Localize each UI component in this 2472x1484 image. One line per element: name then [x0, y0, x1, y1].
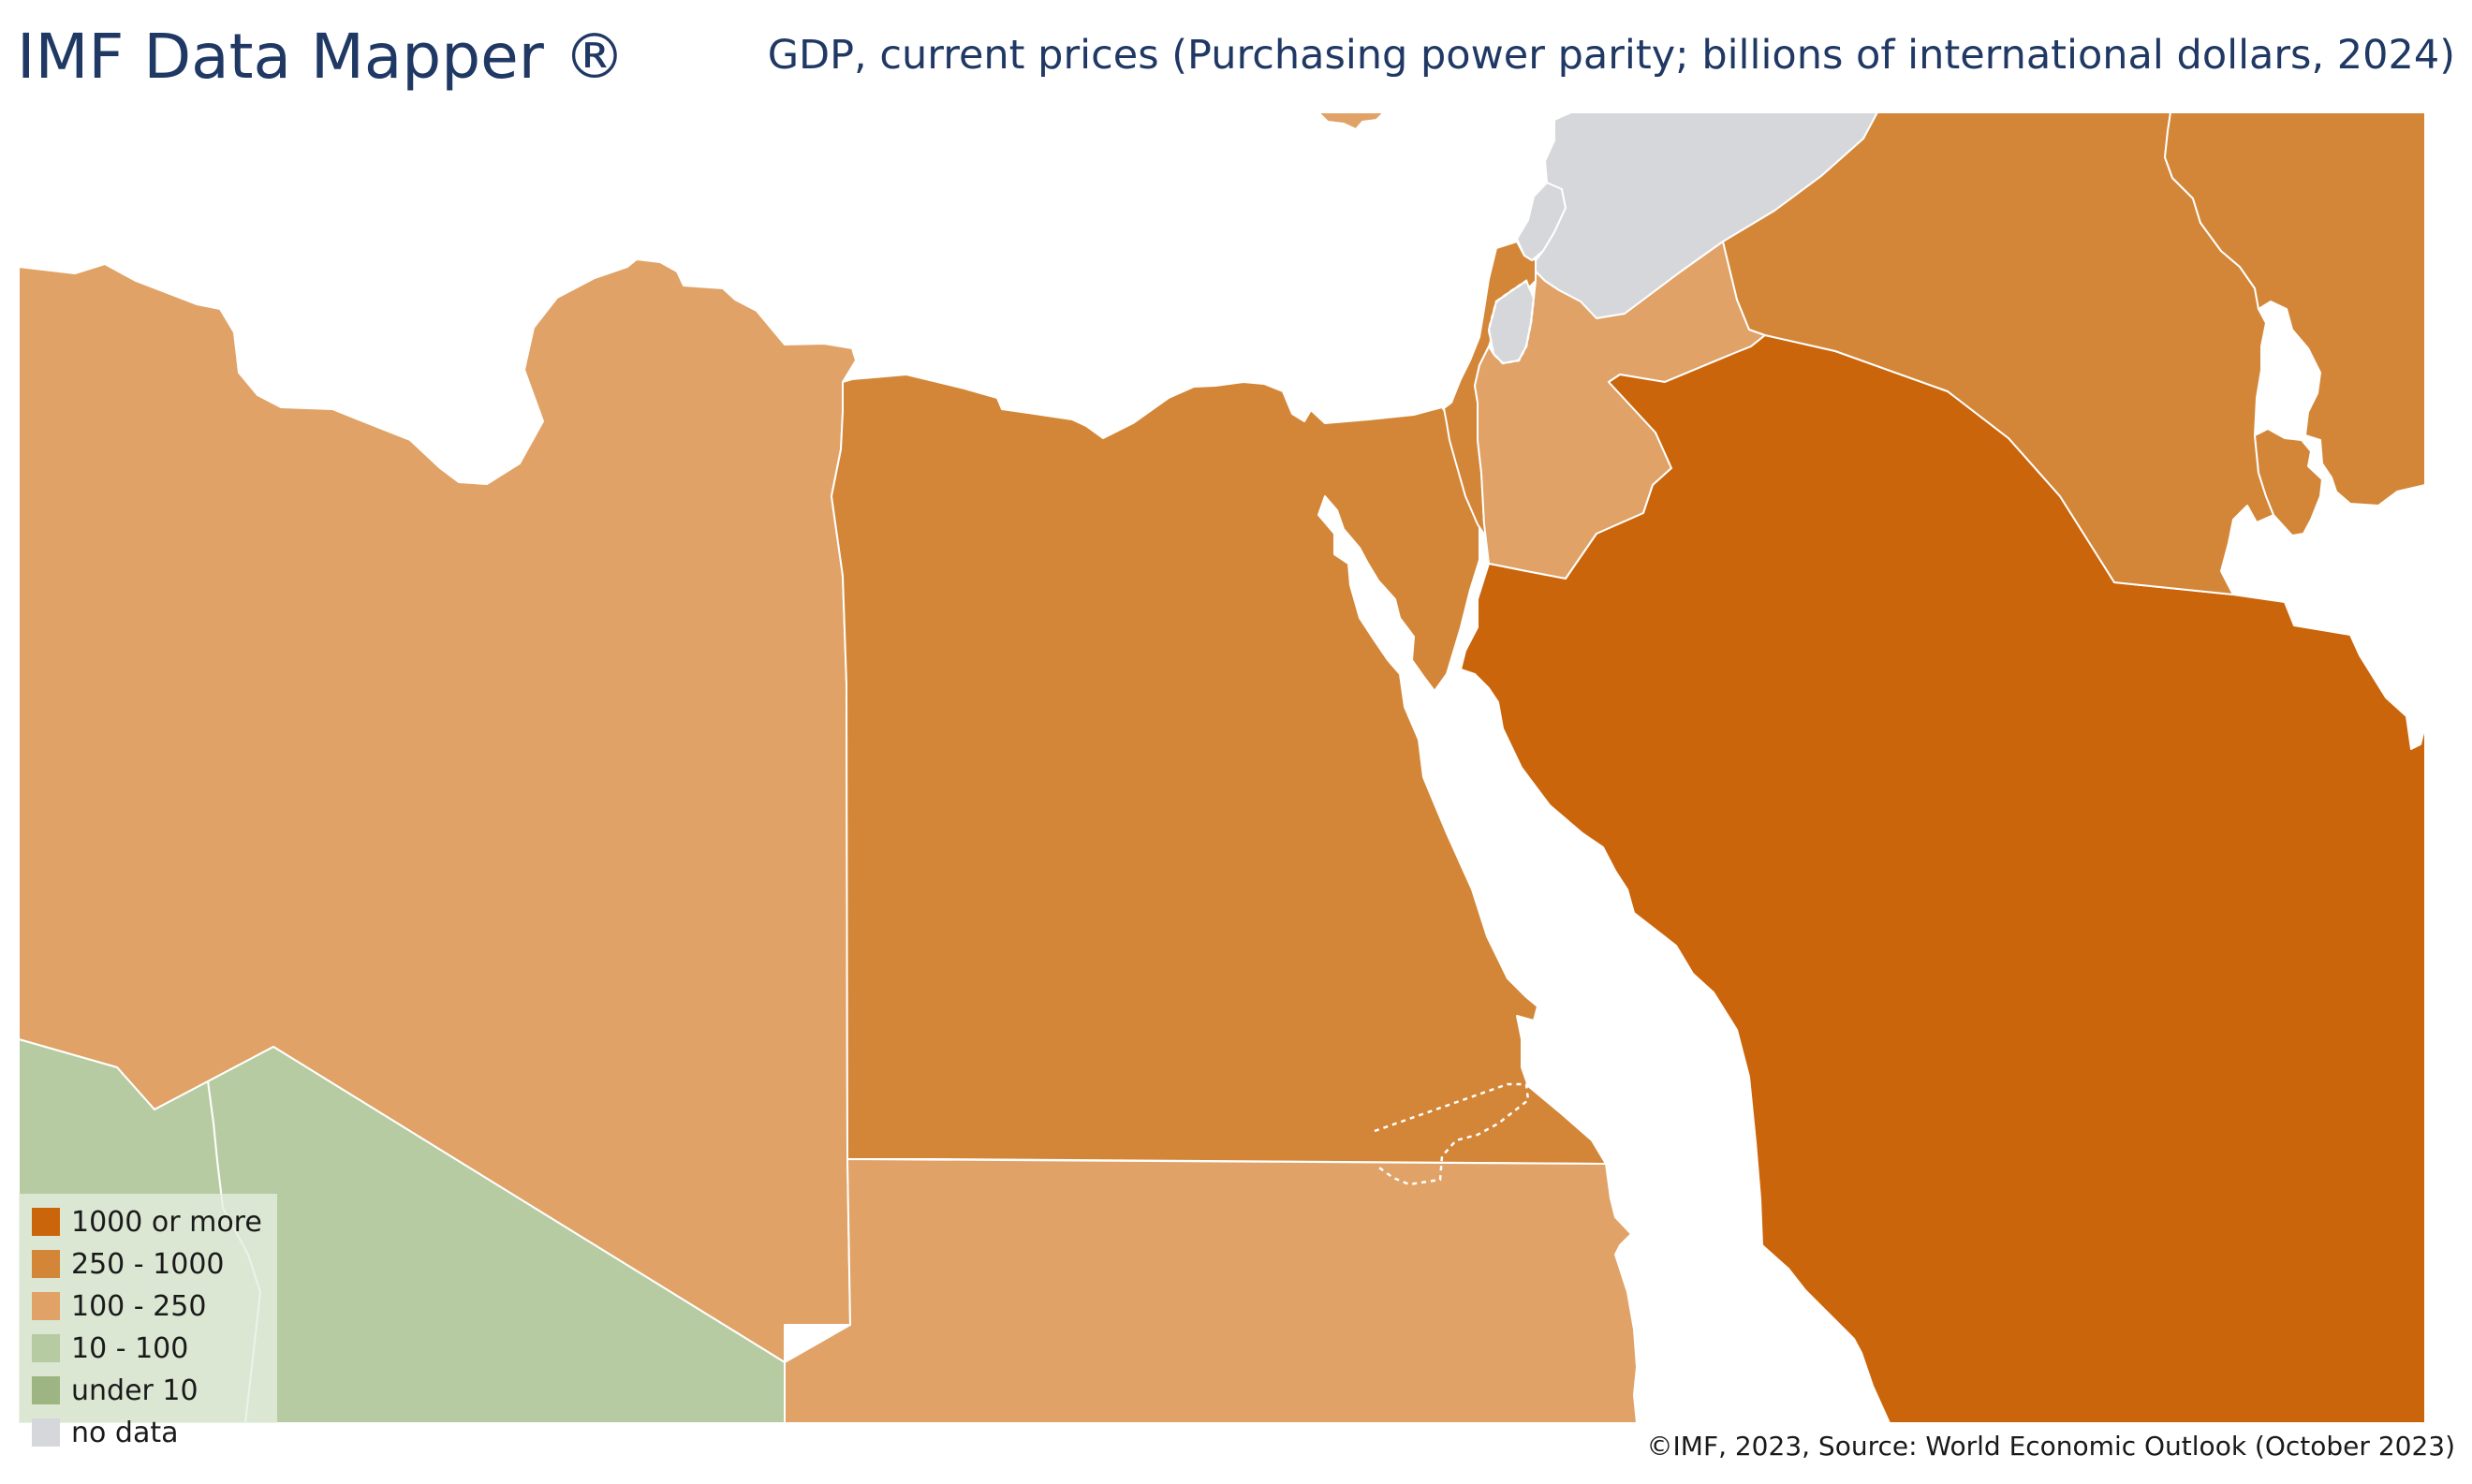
legend-item[interactable]: no data [32, 1412, 178, 1453]
legend-item[interactable]: 1000 or more [32, 1201, 262, 1242]
legend-item[interactable]: 10 - 100 [32, 1328, 188, 1369]
page-title: IMF Data Mapper ® [17, 21, 625, 93]
legend-label: 250 - 1000 [71, 1247, 225, 1281]
indicator-subtitle[interactable]: GDP, current prices (Purchasing power pa… [767, 32, 2455, 79]
legend: 1000 or more 250 - 1000 100 - 250 10 - 1… [19, 1194, 277, 1449]
legend-item[interactable]: 250 - 1000 [32, 1243, 225, 1285]
legend-label: 10 - 100 [71, 1331, 189, 1365]
source-credit: ©IMF, 2023, Source: World Economic Outlo… [1646, 1431, 2455, 1462]
region-iran[interactable] [2164, 111, 2426, 507]
disputed-boundary-west-bank [1487, 279, 1536, 365]
legend-label: under 10 [71, 1374, 199, 1407]
legend-swatch [32, 1418, 60, 1447]
legend-label: 100 - 250 [71, 1289, 207, 1323]
legend-item[interactable]: 100 - 250 [32, 1286, 206, 1327]
region-egypt[interactable] [831, 374, 1607, 1165]
legend-swatch [32, 1208, 60, 1236]
legend-swatch [32, 1292, 60, 1320]
legend-label: 1000 or more [71, 1205, 262, 1239]
legend-swatch [32, 1334, 60, 1362]
legend-label: no data [71, 1416, 179, 1449]
region-cyprus[interactable] [1317, 111, 1385, 130]
legend-swatch [32, 1376, 60, 1404]
region-kuwait[interactable] [2254, 428, 2323, 536]
legend-swatch [32, 1250, 60, 1278]
legend-item[interactable]: under 10 [32, 1370, 199, 1411]
disputed-boundary-halaib [1374, 1082, 1530, 1186]
region-sudan[interactable] [784, 1158, 1638, 1424]
